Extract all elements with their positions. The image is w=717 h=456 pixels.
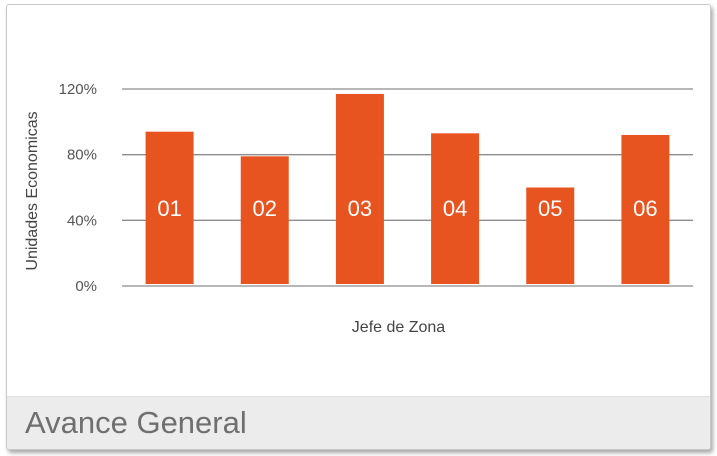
x-axis-title: Jefe de Zona — [352, 319, 446, 336]
bar-label-06: 06 — [633, 196, 657, 221]
bar-label-04: 04 — [443, 196, 467, 221]
bar-label-02: 02 — [253, 196, 277, 221]
bar-06 — [621, 134, 670, 284]
y-tick-label: 40% — [67, 212, 97, 229]
y-tick-label: 80% — [67, 147, 97, 164]
bar-label-01: 01 — [157, 196, 181, 221]
bar-05 — [526, 187, 575, 284]
bar-label-03: 03 — [348, 196, 372, 221]
y-tick-label: 120% — [59, 81, 97, 98]
bar-01 — [145, 131, 194, 284]
footer-title: Avance General — [25, 405, 247, 440]
footer-bar: Avance General — [7, 396, 710, 449]
bar-04 — [431, 133, 480, 284]
y-axis-title: Unidades Economicas — [24, 111, 41, 270]
bar-03 — [335, 93, 384, 284]
bar-02 — [240, 156, 289, 284]
chart-card: 0% 40% 80% 120% 01 02 03 04 05 06 Jefe de Zona Un… — [6, 4, 711, 450]
label-layer: 0% 40% 80% 120% 01 02 03 04 05 06 — [59, 81, 658, 295]
bar-label-05: 05 — [538, 196, 562, 221]
bar-chart: 0% 40% 80% 120% 01 02 03 04 05 06 Jefe de Zona Un… — [24, 81, 693, 336]
y-tick-label: 0% — [75, 278, 97, 295]
bar-layer — [145, 93, 670, 284]
grid-layer — [122, 88, 693, 287]
